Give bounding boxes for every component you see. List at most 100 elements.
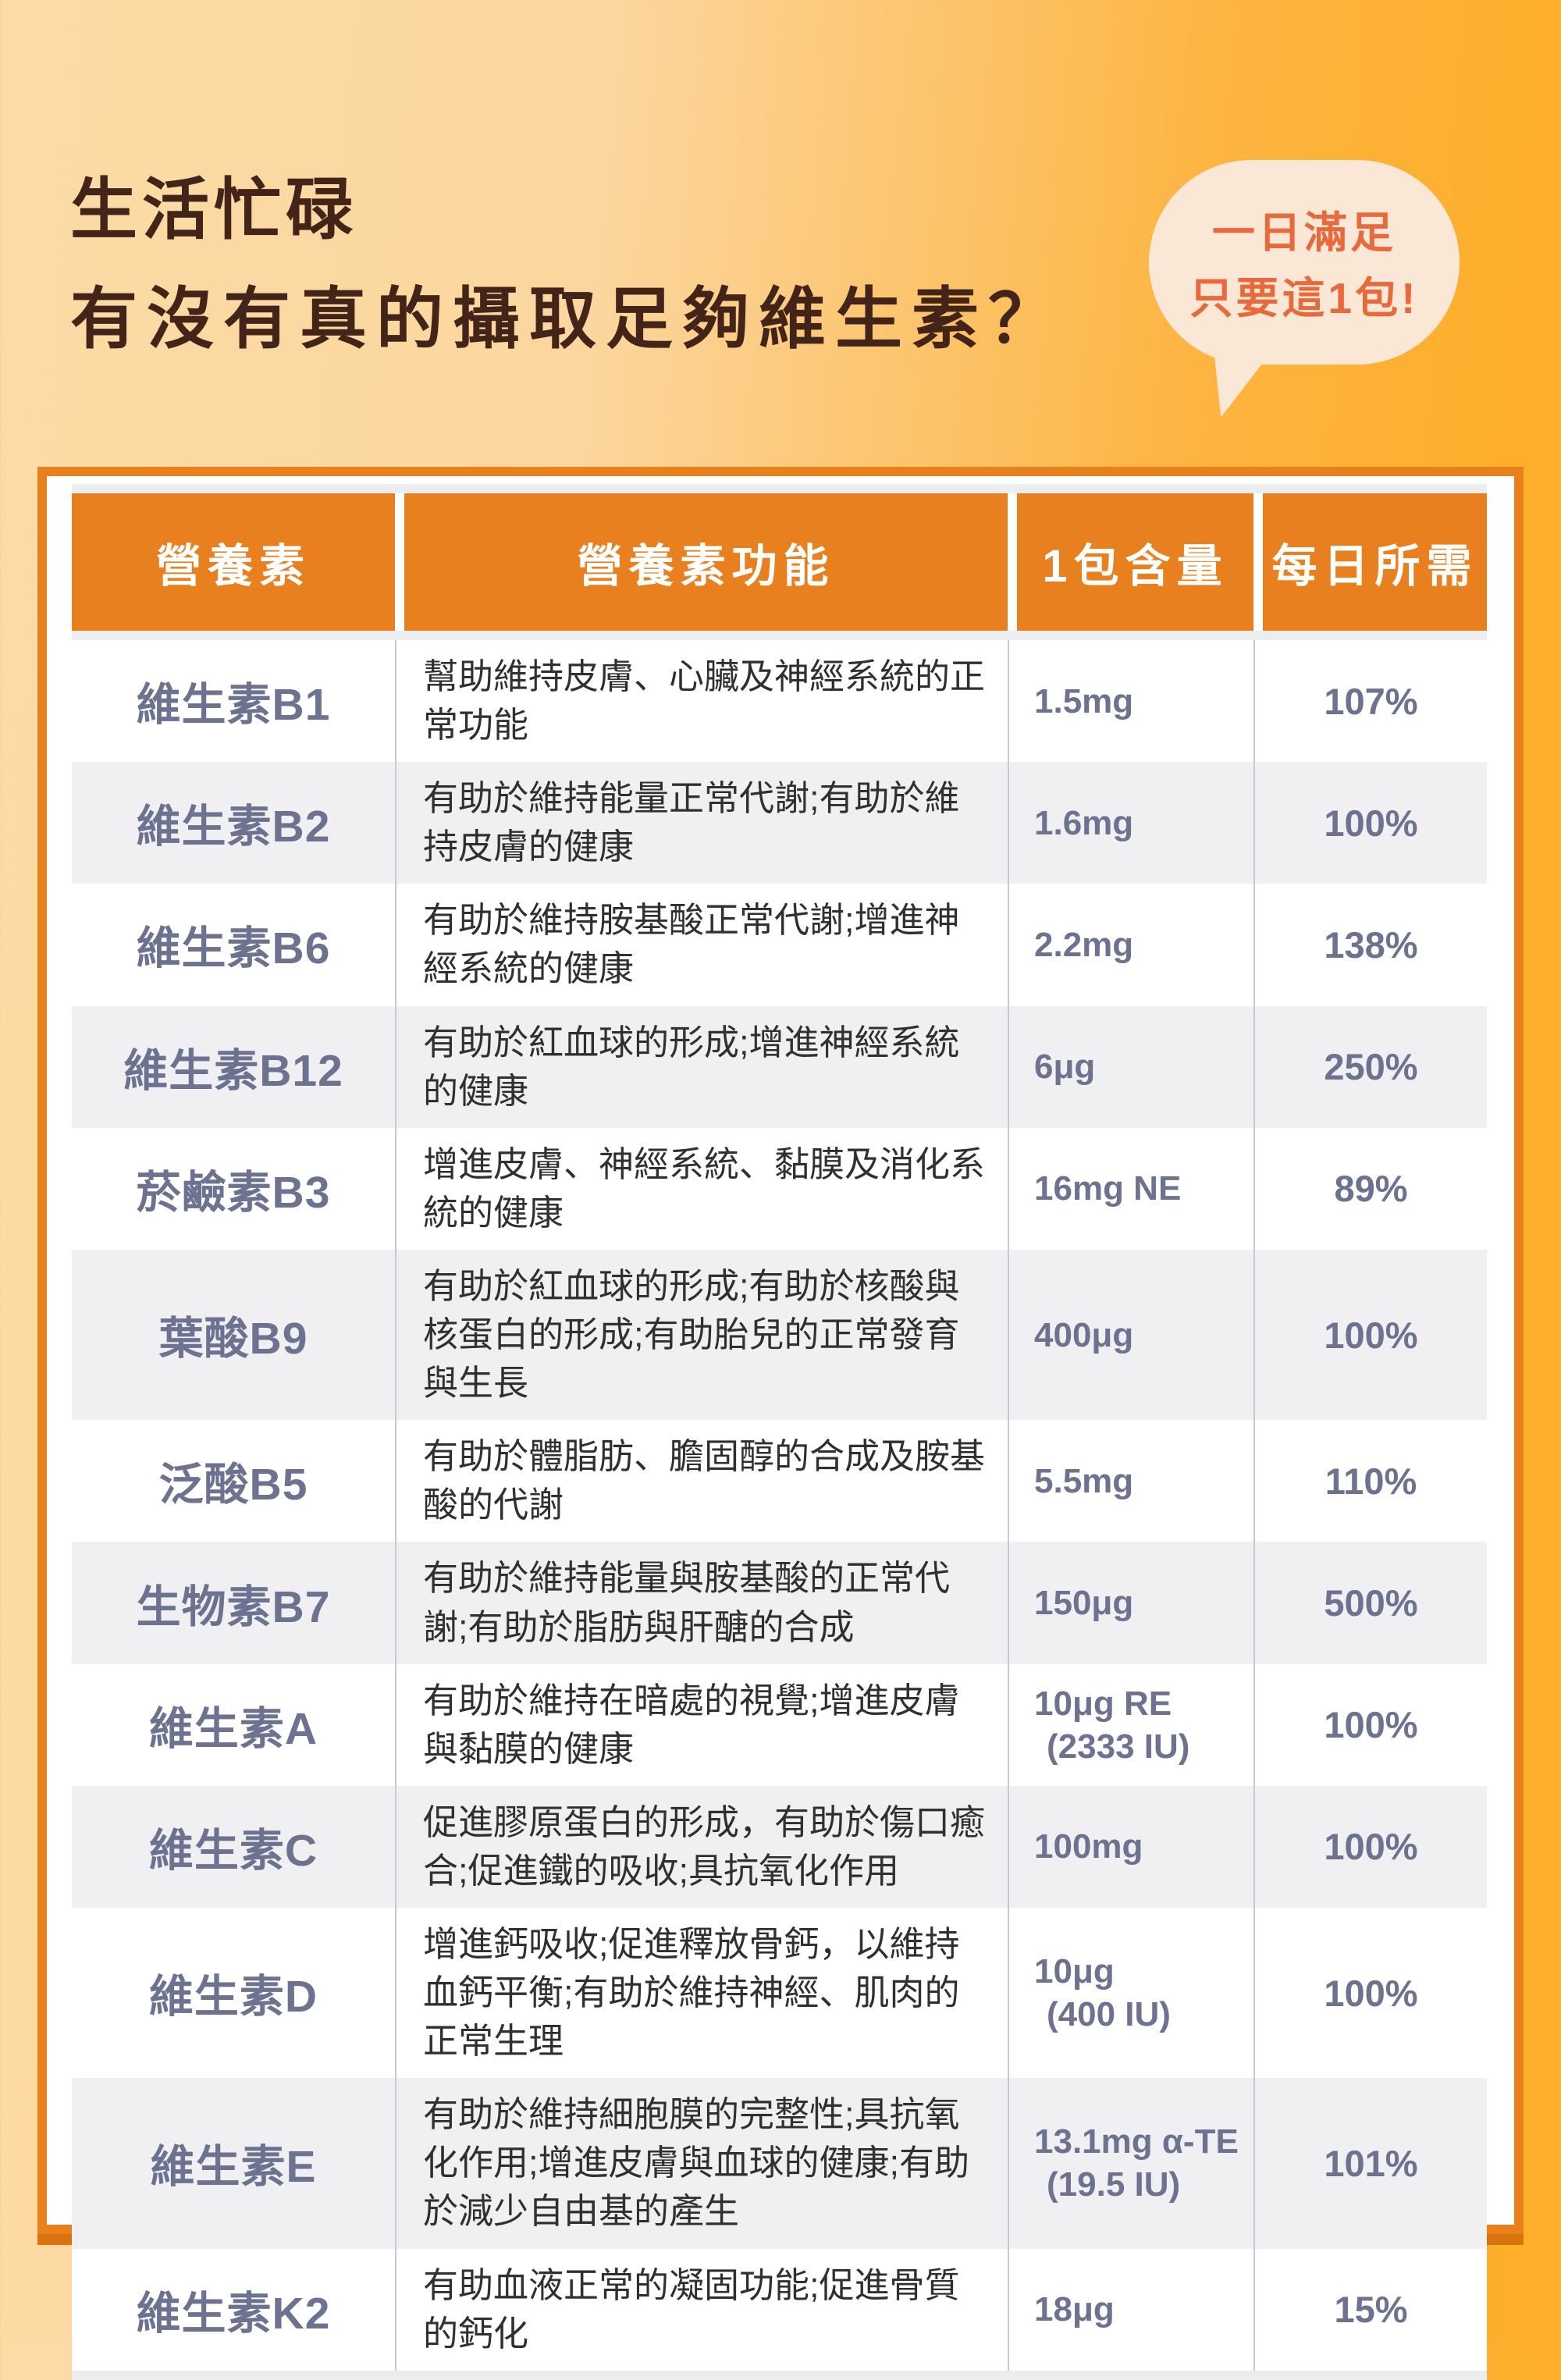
- daily-percent: 100%: [1253, 1663, 1487, 1786]
- daily-percent: 100%: [1253, 1249, 1487, 1421]
- table-row: 維生素C 促進膠原蛋白的形成，有助於傷口癒合;促進鐵的吸收;具抗氧化作用 100…: [72, 1785, 1487, 1908]
- table-row: 維生素B1 幫助維持皮膚、心臟及神經系統的正常功能 1.5mg 107%: [72, 640, 1487, 763]
- amount-value: 16mg NE: [1034, 1169, 1182, 1208]
- title-line-2: 有沒有真的攝取足夠維生素？: [70, 282, 1065, 357]
- amount-value: 13.1mg α-TE: [1034, 2122, 1239, 2161]
- nutrient-function: 有助血液正常的凝固功能;促進骨質的鈣化: [395, 2248, 1008, 2371]
- amount-per-pack: 150μg: [1008, 1542, 1253, 1664]
- table-row: 維生素K2 有助血液正常的凝固功能;促進骨質的鈣化 18μg 15%: [72, 2248, 1487, 2371]
- amount-value: 400μg: [1034, 1315, 1134, 1354]
- table-row: 泛酸B5 有助於體脂肪、膽固醇的合成及胺基酸的代謝 5.5mg 110%: [72, 1420, 1487, 1542]
- bubble-line-1: 一日滿足: [1211, 208, 1396, 257]
- daily-percent: 100%: [1253, 1785, 1487, 1908]
- amount-value: 6μg: [1034, 1048, 1096, 1087]
- nutrient-function: 有助於紅血球的形成;增進神經系統的健康: [395, 1005, 1008, 1128]
- nutrient-name: 維生素B12: [123, 1045, 343, 1096]
- nutrient-name: 維生素B6: [136, 923, 331, 974]
- nutrient-function: 促進膠原蛋白的形成，有助於傷口癒合;促進鐵的吸收;具抗氧化作用: [395, 1785, 1008, 1908]
- nutrient-name: 生物素B7: [136, 1581, 331, 1632]
- header-cell-daily: 每日所需: [1253, 493, 1487, 631]
- amount-value: 10μg RE: [1034, 1684, 1172, 1723]
- amount-value: 18μg: [1034, 2290, 1115, 2329]
- amount-iu-value: (19.5 IU): [1047, 2165, 1181, 2204]
- header-cell-function: 營養素功能: [395, 493, 1008, 631]
- daily-percent: 250%: [1253, 1005, 1487, 1128]
- header-top-strip: [72, 484, 1487, 493]
- bubble-line-2: 只要這1包!: [1189, 273, 1419, 322]
- amount-per-pack: 100mg: [1008, 1785, 1253, 1908]
- amount-iu-value: (400 IU): [1047, 1995, 1171, 2034]
- nutrient-name: 維生素D: [148, 1972, 318, 2022]
- header-bottom-strip: [72, 631, 1487, 640]
- amount-value: 5.5mg: [1034, 1461, 1134, 1500]
- amount-value: 2.2mg: [1034, 925, 1134, 964]
- table-row: 維生素B12 有助於紅血球的形成;增進神經系統的健康 6μg 250%: [72, 1005, 1487, 1128]
- amount-per-pack: 10μg RE (2333 IU): [1008, 1663, 1253, 1786]
- daily-percent: 110%: [1253, 1420, 1487, 1542]
- amount-value: 1.6mg: [1034, 803, 1134, 842]
- daily-percent: 107%: [1253, 640, 1487, 763]
- nutrient-function: 有助於維持能量與胺基酸的正常代謝;有助於脂肪與肝醣的合成: [395, 1542, 1008, 1664]
- nutrient-name: 維生素A: [148, 1703, 318, 1754]
- nutrient-function: 有助於維持能量正常代謝;有助於維持皮膚的健康: [395, 762, 1008, 884]
- nutrient-name: 維生素B2: [136, 802, 331, 852]
- daily-percent: 89%: [1253, 1127, 1487, 1250]
- nutrient-name: 維生素C: [148, 1825, 318, 1876]
- amount-per-pack: 5.5mg: [1008, 1420, 1253, 1542]
- nutrient-name: 維生素E: [150, 2142, 317, 2193]
- nutrient-function: 有助於維持細胞膜的完整性;具抗氧化作用;增進皮膚與血球的健康;有助於減少自由基的…: [395, 2078, 1008, 2249]
- table-row: 生物素B7 有助於維持能量與胺基酸的正常代謝;有助於脂肪與肝醣的合成 150μg…: [72, 1542, 1487, 1664]
- nutrient-name: 維生素B1: [136, 680, 331, 731]
- page-title: 生活忙碌 有沒有真的攝取足夠維生素？: [70, 176, 1065, 353]
- amount-per-pack: 10μg (400 IU): [1008, 1907, 1253, 2079]
- nutrient-name: 葉酸B9: [158, 1314, 308, 1364]
- speech-bubble-tail-icon: [1214, 350, 1278, 418]
- daily-percent: 100%: [1253, 762, 1487, 884]
- daily-percent: 15%: [1253, 2248, 1487, 2371]
- table-bottom-strip: [72, 2370, 1487, 2380]
- nutrient-function: 有助於體脂肪、膽固醇的合成及胺基酸的代謝: [395, 1420, 1008, 1542]
- nutrient-name: 維生素K2: [136, 2288, 331, 2339]
- daily-percent: 101%: [1253, 2078, 1487, 2249]
- nutrient-function: 有助於維持在暗處的視覺;增進皮膚與黏膜的健康: [395, 1663, 1008, 1786]
- table-row: 維生素E 有助於維持細胞膜的完整性;具抗氧化作用;增進皮膚與血球的健康;有助於減…: [72, 2078, 1487, 2249]
- header-cell-amount: 1包含量: [1008, 493, 1253, 631]
- amount-per-pack: 18μg: [1008, 2248, 1253, 2371]
- nutrient-function: 增進皮膚、神經系統、黏膜及消化系統的健康: [395, 1127, 1008, 1250]
- amount-value: 1.5mg: [1034, 681, 1134, 720]
- daily-percent: 500%: [1253, 1542, 1487, 1664]
- table-row: 維生素A 有助於維持在暗處的視覺;增進皮膚與黏膜的健康 10μg RE (233…: [72, 1663, 1487, 1786]
- nutrient-function: 有助於維持胺基酸正常代謝;增進神經系統的健康: [395, 884, 1008, 1006]
- nutrient-name: 泛酸B5: [158, 1460, 308, 1510]
- amount-value: 100mg: [1034, 1827, 1143, 1866]
- title-line-1: 生活忙碌: [70, 173, 357, 247]
- daily-percent: 100%: [1253, 1907, 1487, 2079]
- amount-per-pack: 1.5mg: [1008, 640, 1253, 763]
- table-row: 維生素B2 有助於維持能量正常代謝;有助於維持皮膚的健康 1.6mg 100%: [72, 762, 1487, 884]
- table-body: 維生素B1 幫助維持皮膚、心臟及神經系統的正常功能 1.5mg 107% 維生素…: [72, 640, 1487, 2371]
- speech-bubble-text: 一日滿足 只要這1包!: [1149, 160, 1460, 331]
- table-row: 菸鹼素B3 增進皮膚、神經系統、黏膜及消化系統的健康 16mg NE 89%: [72, 1127, 1487, 1250]
- nutrition-table-frame: 營養素 營養素功能 1包含量 每日所需 維生素B1 幫助維持皮膚、心臟及神經系統…: [37, 467, 1524, 2380]
- nutrient-function: 幫助維持皮膚、心臟及神經系統的正常功能: [395, 640, 1008, 763]
- amount-per-pack: 1.6mg: [1008, 762, 1253, 884]
- amount-value: 150μg: [1034, 1584, 1134, 1622]
- speech-bubble: 一日滿足 只要這1包!: [1149, 160, 1460, 418]
- table-row: 維生素D 增進鈣吸收;促進釋放骨鈣，以維持血鈣平衡;有助於維持神經、肌肉的正常生…: [72, 1907, 1487, 2079]
- amount-iu-value: (2333 IU): [1047, 1727, 1190, 1766]
- table-row: 維生素B6 有助於維持胺基酸正常代謝;增進神經系統的健康 2.2mg 138%: [72, 884, 1487, 1006]
- table-row: 葉酸B9 有助於紅血球的形成;有助於核酸與核蛋白的形成;有助胎兒的正常發育與生長…: [72, 1249, 1487, 1421]
- amount-value: 10μg: [1034, 1952, 1115, 1991]
- amount-per-pack: 6μg: [1008, 1005, 1253, 1128]
- table-header-row: 營養素 營養素功能 1包含量 每日所需: [72, 493, 1487, 631]
- amount-per-pack: 2.2mg: [1008, 884, 1253, 1006]
- amount-per-pack: 16mg NE: [1008, 1127, 1253, 1250]
- header-cell-nutrient: 營養素: [72, 493, 395, 631]
- nutrient-function: 有助於紅血球的形成;有助於核酸與核蛋白的形成;有助胎兒的正常發育與生長: [395, 1249, 1008, 1421]
- amount-per-pack: 13.1mg α-TE (19.5 IU): [1008, 2078, 1253, 2249]
- nutrient-function: 增進鈣吸收;促進釋放骨鈣，以維持血鈣平衡;有助於維持神經、肌肉的正常生理: [395, 1907, 1008, 2079]
- nutrient-name: 菸鹼素B3: [136, 1167, 331, 1218]
- nutrition-table: 營養素 營養素功能 1包含量 每日所需 維生素B1 幫助維持皮膚、心臟及神經系統…: [47, 476, 1514, 2380]
- daily-percent: 138%: [1253, 884, 1487, 1006]
- amount-per-pack: 400μg: [1008, 1249, 1253, 1421]
